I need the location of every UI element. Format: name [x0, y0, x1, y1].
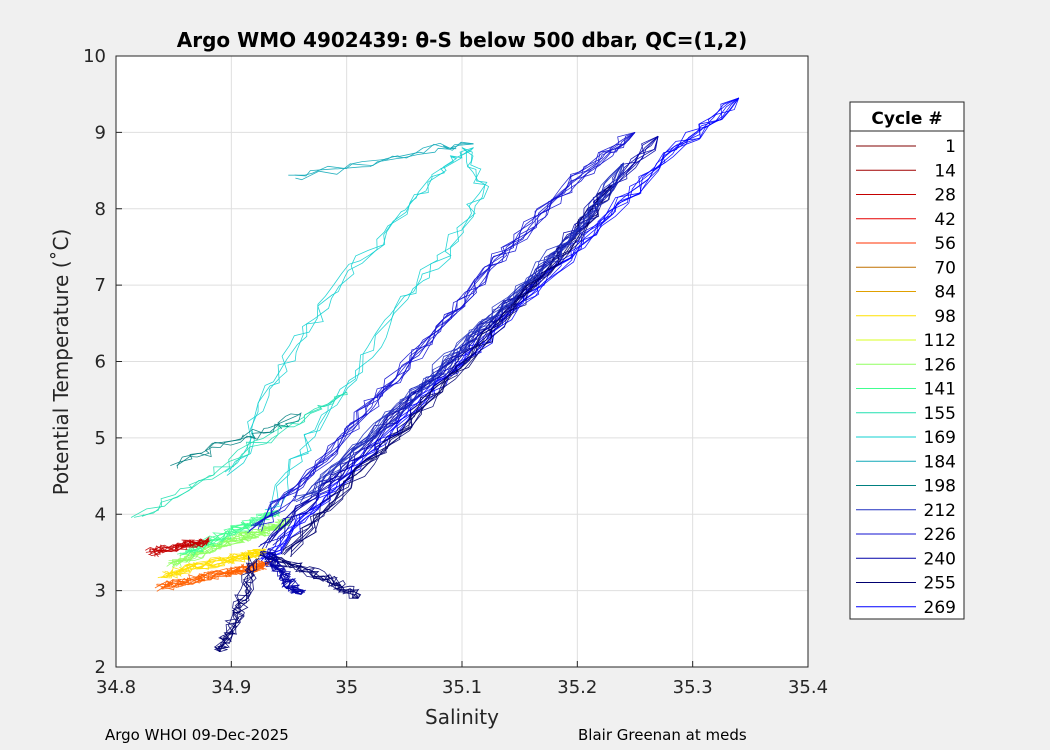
series-line-12 — [247, 132, 636, 534]
series-line-12 — [257, 132, 636, 530]
series-layer — [130, 97, 740, 653]
x-axis-label: Salinity — [425, 705, 499, 729]
series-line-12 — [250, 132, 636, 527]
legend-entry-label: 169 — [924, 428, 956, 448]
legend-entry-label: 84 — [934, 283, 956, 303]
chart-title: Argo WMO 4902439: θ-S below 500 dbar, QC… — [177, 28, 747, 52]
legend-box — [849, 101, 965, 620]
series-line-14 — [299, 162, 625, 499]
y-tick-label: 9 — [95, 122, 106, 143]
series-line-16 — [218, 562, 250, 652]
series-line-1 — [161, 548, 267, 579]
series-line-16 — [217, 555, 255, 652]
legend-entry-label: 98 — [934, 307, 956, 327]
series-line-17 — [262, 550, 304, 595]
series-line-5 — [268, 147, 490, 511]
y-tick-label: 6 — [95, 352, 106, 373]
series-line-17 — [260, 551, 301, 595]
y-tick-label: 7 — [95, 275, 106, 296]
x-tick-label: 35 — [335, 677, 358, 698]
series-line-14 — [295, 162, 624, 503]
series-line-14 — [293, 162, 624, 497]
series-line-0 — [156, 562, 269, 586]
legend-entry-label: 126 — [924, 355, 956, 375]
legend: Cycle # 1 14 28 42 56 70 84 98 112 126 141 155 169 18… — [849, 101, 965, 620]
legend-entry-label: 28 — [934, 186, 956, 206]
series-line-13 — [290, 185, 613, 553]
series-line-9 — [170, 413, 301, 466]
series-line-15 — [267, 557, 362, 599]
y-tick-label: 3 — [95, 581, 106, 602]
legend-entry-label: 212 — [924, 501, 956, 521]
series-line-17 — [268, 548, 306, 595]
legend-entry-label: 240 — [924, 549, 956, 569]
x-tick-label: 35.4 — [788, 677, 828, 698]
legend-entry-label: 70 — [934, 258, 956, 278]
x-tick-label: 35.1 — [442, 677, 482, 698]
series-line-15 — [267, 551, 359, 599]
series-line-15 — [270, 553, 359, 599]
series-line-14 — [305, 162, 624, 496]
series-line-4 — [158, 538, 209, 554]
series-line-13 — [283, 185, 613, 556]
series-line-8 — [294, 141, 474, 177]
series-line-16 — [219, 558, 257, 652]
series-line-0 — [160, 560, 272, 590]
legend-entry-label: 112 — [924, 331, 956, 351]
y-tick-label: 4 — [95, 504, 106, 525]
x-tick-label: 35.2 — [557, 677, 597, 698]
y-tick-label: 5 — [95, 428, 106, 449]
legend-title: Cycle # — [871, 109, 942, 129]
y-tick-label: 2 — [95, 657, 106, 678]
legend-entry-label: 56 — [934, 234, 956, 254]
legend-entry-label: 184 — [924, 452, 956, 472]
series-line-4 — [150, 536, 210, 557]
series-line-5 — [266, 147, 486, 514]
series-line-6 — [226, 147, 474, 476]
y-tick-label: 8 — [95, 199, 106, 220]
series-line-8 — [288, 142, 474, 176]
series-line-12 — [254, 132, 636, 526]
x-tick-label: 35.3 — [673, 677, 713, 698]
footer-source: Argo WHOI 09-Dec-2025 — [105, 726, 289, 744]
legend-entry-label: 42 — [934, 210, 956, 230]
series-line-10 — [258, 97, 739, 560]
series-line-13 — [280, 185, 613, 555]
legend-entry-label: 155 — [924, 404, 956, 424]
legend-entries: 1 14 28 42 56 70 84 98 112 126 141 155 169 184 198 212 2… — [856, 137, 956, 618]
legend-entry-label: 14 — [934, 161, 956, 181]
legend-entry-label: 255 — [924, 574, 956, 594]
legend-entry-label: 1 — [945, 137, 956, 157]
series-line-4 — [156, 538, 209, 552]
series-line-11 — [268, 136, 659, 544]
series-line-1 — [162, 550, 267, 579]
footer-credit: Blair Greenan at meds — [578, 726, 747, 744]
y-tick-label: 10 — [83, 46, 106, 67]
legend-entry-label: 198 — [924, 477, 956, 497]
legend-entry-label: 269 — [924, 598, 956, 618]
legend-entry-label: 226 — [924, 525, 956, 545]
series-line-4 — [147, 539, 211, 556]
series-line-0 — [156, 561, 269, 592]
x-tick-label: 34.9 — [211, 677, 251, 698]
y-axis-label: Potential Temperature (˚C) — [49, 229, 73, 496]
series-line-7 — [130, 391, 347, 518]
series-line-7 — [134, 391, 347, 518]
x-tick-label: 34.8 — [96, 677, 136, 698]
series-line-9 — [176, 414, 301, 466]
legend-entry-label: 141 — [924, 380, 956, 400]
series-line-6 — [228, 147, 474, 473]
axis-ticks: 34.8 34.9 35 35.1 35.2 35.3 35.4 2 3 4 5 6 7 8 9 10 — [83, 46, 828, 698]
